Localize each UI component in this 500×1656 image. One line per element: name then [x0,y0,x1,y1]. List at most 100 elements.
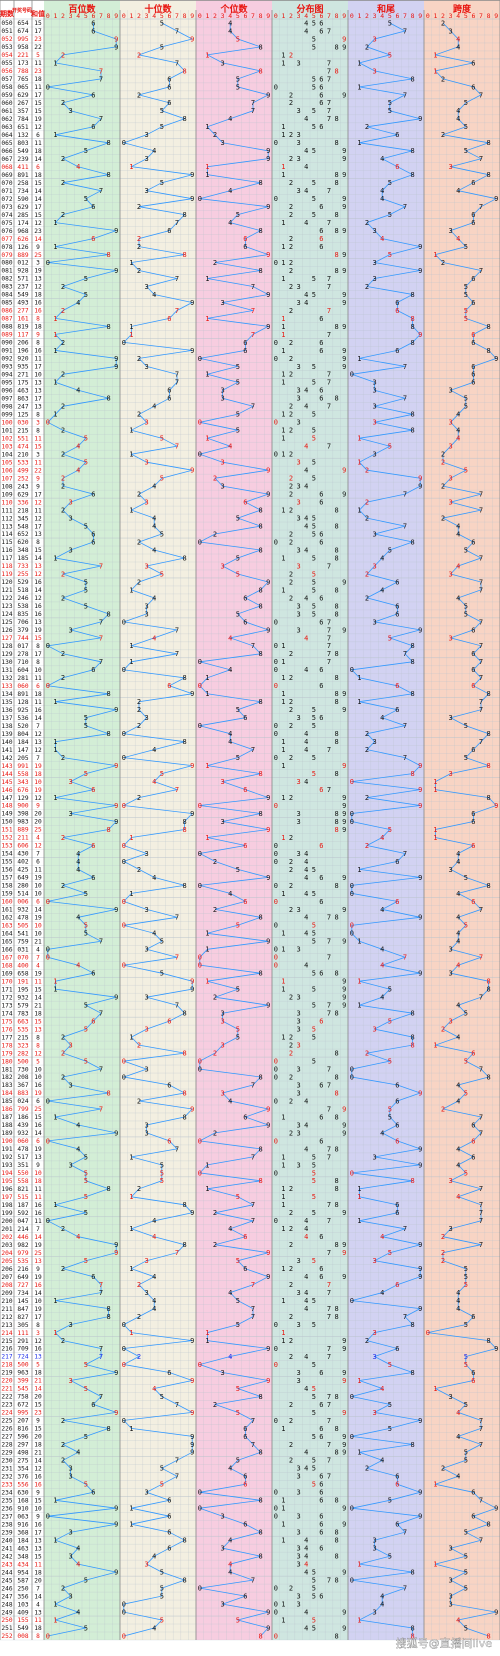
bai-digit-mark: 3 [68,1081,72,1089]
kuadu-digit-mark: 4 [456,435,460,443]
hewei-digit-mark: 3 [372,1257,376,1265]
ge-digit-mark: 5 [236,83,240,91]
distribution-digit-mark: 0 [274,1584,278,1592]
distribution-digit-mark: 9 [342,810,346,818]
distribution-digit-mark: 5 [312,1169,316,1177]
shi-digit-mark: 7 [175,786,179,794]
sum-value: 19 [34,627,42,634]
kuadu-digit-mark: 6 [471,1513,475,1521]
period-number: 191 [1,1146,12,1153]
distribution-digit-mark: 0 [274,666,278,674]
hewei-digit-mark: 4 [380,714,384,722]
distribution-digit-mark: 2 [289,1042,293,1050]
draw-number: 348 [17,547,28,554]
distribution-digit-mark: 3 [296,363,300,371]
distribution-digit-mark: 6 [319,1369,323,1377]
hewei-digit-mark: 3 [372,1608,376,1616]
distribution-digit-mark: 1 [281,323,285,331]
distribution-digit-mark: 2 [289,155,293,163]
hewei-digit-mark: 5 [388,1401,392,1409]
hewei-digit-mark: 6 [395,610,399,618]
distribution-digit-mark: 6 [319,315,323,323]
distribution-digit-mark: 4 [304,634,308,642]
distribution-digit-mark: 3 [296,946,300,954]
draw-number: 205 [17,755,28,762]
digit-column-label: 3 [69,12,73,20]
distribution-digit-mark: 6 [319,499,323,507]
sum-value: 16 [34,603,42,610]
period-number: 083 [1,284,12,291]
sum-value: 18 [34,292,42,299]
sum-value: 6 [36,1098,40,1105]
bai-digit-mark: 8 [106,139,110,147]
hewei-digit-mark: 5 [388,1361,392,1369]
hewei-digit-mark: 4 [380,1600,384,1608]
draw-number: 255 [17,571,28,578]
distribution-digit-mark: 8 [334,43,338,51]
bai-digit-mark: 3 [68,1377,72,1385]
draw-number: 111 [17,1330,28,1337]
period-number: 152 [1,835,12,842]
distribution-digit-mark: 9 [342,1624,346,1632]
distribution-digit-mark: 6 [319,75,323,83]
bai-digit-mark: 8 [106,171,110,179]
draw-number: 185 [17,555,28,562]
ge-digit-mark: 0 [198,658,202,666]
shi-digit-mark: 0 [122,1600,126,1608]
kuadu-digit-mark: 4 [456,530,460,538]
bai-digit-mark: 1 [53,1616,57,1624]
hewei-digit-mark: 6 [395,706,399,714]
bai-digit-mark: 6 [91,530,95,538]
distribution-digit-mark: 9 [342,291,346,299]
kuadu-digit-mark: 4 [456,1081,460,1089]
draw-number: 958 [17,44,28,51]
draw-number: 237 [17,284,28,291]
bai-digit-mark: 5 [84,1177,88,1185]
period-number: 167 [1,954,12,961]
period-number: 158 [1,883,12,890]
ge-digit-mark: 8 [258,810,262,818]
distribution-digit-mark: 4 [304,387,308,395]
bai-digit-mark: 2 [61,1457,65,1465]
kuadu-digit-mark: 8 [486,1521,490,1529]
hewei-digit-mark: 5 [388,99,392,107]
kuadu-digit-mark: 2 [441,1465,445,1473]
distribution-digit-mark: 1 [281,163,285,171]
bai-digit-mark: 6 [91,91,95,99]
shi-digit-mark: 7 [175,307,179,315]
hewei-digit-mark: 8 [410,171,414,179]
tens-section-title: 十位数 [144,3,172,15]
ge-digit-mark: 8 [258,43,262,51]
ge-digit-mark: 9 [266,874,270,882]
shi-digit-mark: 4 [152,522,156,530]
draw-number: 215 [17,427,28,434]
distribution-digit-mark: 0 [274,1137,278,1145]
period-number: 112 [1,515,12,522]
draw-number: 210 [17,451,28,458]
period-number: 068 [1,164,12,171]
sum-value: 16 [34,1082,42,1089]
sum-value: 14 [34,1130,42,1137]
hewei-digit-mark: 9 [418,786,422,794]
distribution-digit-mark: 8 [334,323,338,331]
shi-digit-mark: 2 [137,1042,141,1050]
hewei-digit-mark: 9 [418,1145,422,1153]
distribution-digit-mark: 7 [327,283,331,291]
distribution-digit-mark: 5 [312,1584,316,1592]
distribution-digit-mark: 6 [319,1233,323,1241]
kuadu-digit-mark: 3 [448,1393,452,1401]
bai-digit-mark: 9 [114,1241,118,1249]
ge-digit-mark: 9 [266,1345,270,1353]
bai-digit-mark: 9 [114,1249,118,1257]
shi-digit-mark: 5 [160,1592,164,1600]
kuadu-digit-mark: 6 [471,746,475,754]
draw-number: 474 [17,443,28,450]
distribution-digit-mark: 6 [319,83,323,91]
distribution-digit-mark: 2 [289,1034,293,1042]
sum-value: 16 [34,1210,42,1217]
distribution-digit-mark: 6 [319,1473,323,1481]
draw-number: 658 [17,970,28,977]
kuadu-digit-mark: 4 [456,938,460,946]
kuadu-digit-mark: 5 [464,1584,468,1592]
distribution-digit-mark: 3 [296,187,300,195]
